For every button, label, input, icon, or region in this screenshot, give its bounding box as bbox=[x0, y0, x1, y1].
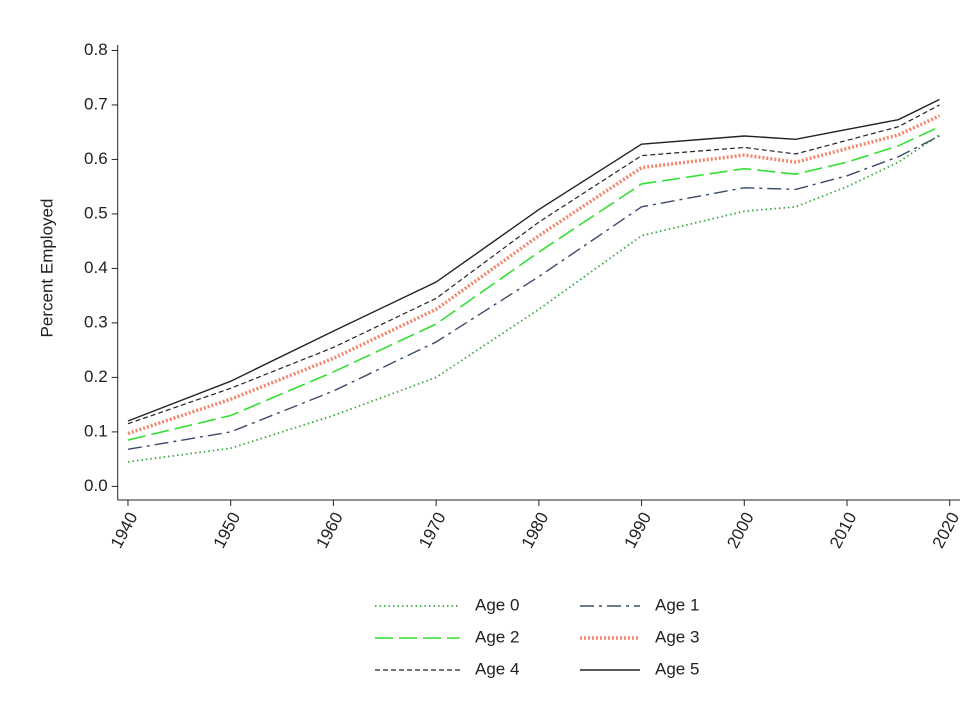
series-line bbox=[127, 98, 940, 422]
legend-label: Age 4 bbox=[475, 659, 519, 678]
legend-label: Age 3 bbox=[655, 627, 699, 646]
series-line bbox=[127, 135, 940, 451]
series-line bbox=[127, 114, 941, 436]
series-line bbox=[127, 134, 940, 463]
y-tick-label: 0.7 bbox=[84, 94, 108, 113]
y-tick-label: 0.5 bbox=[84, 203, 108, 222]
series-line bbox=[127, 104, 940, 425]
legend-label: Age 0 bbox=[475, 595, 519, 614]
y-tick-label: 0.4 bbox=[84, 258, 108, 277]
legend-label: Age 2 bbox=[475, 627, 519, 646]
y-axis-label: Percent Employed bbox=[37, 199, 56, 338]
y-tick-label: 0.8 bbox=[84, 40, 108, 59]
series-line bbox=[127, 126, 940, 441]
legend-label: Age 1 bbox=[655, 595, 699, 614]
legend-label: Age 5 bbox=[655, 659, 699, 678]
y-tick-label: 0.3 bbox=[84, 312, 108, 331]
y-tick-label: 0.2 bbox=[84, 367, 108, 386]
y-tick-label: 0.6 bbox=[84, 149, 108, 168]
y-tick-label: 0.1 bbox=[84, 421, 108, 440]
y-tick-label: 0.0 bbox=[84, 476, 108, 495]
